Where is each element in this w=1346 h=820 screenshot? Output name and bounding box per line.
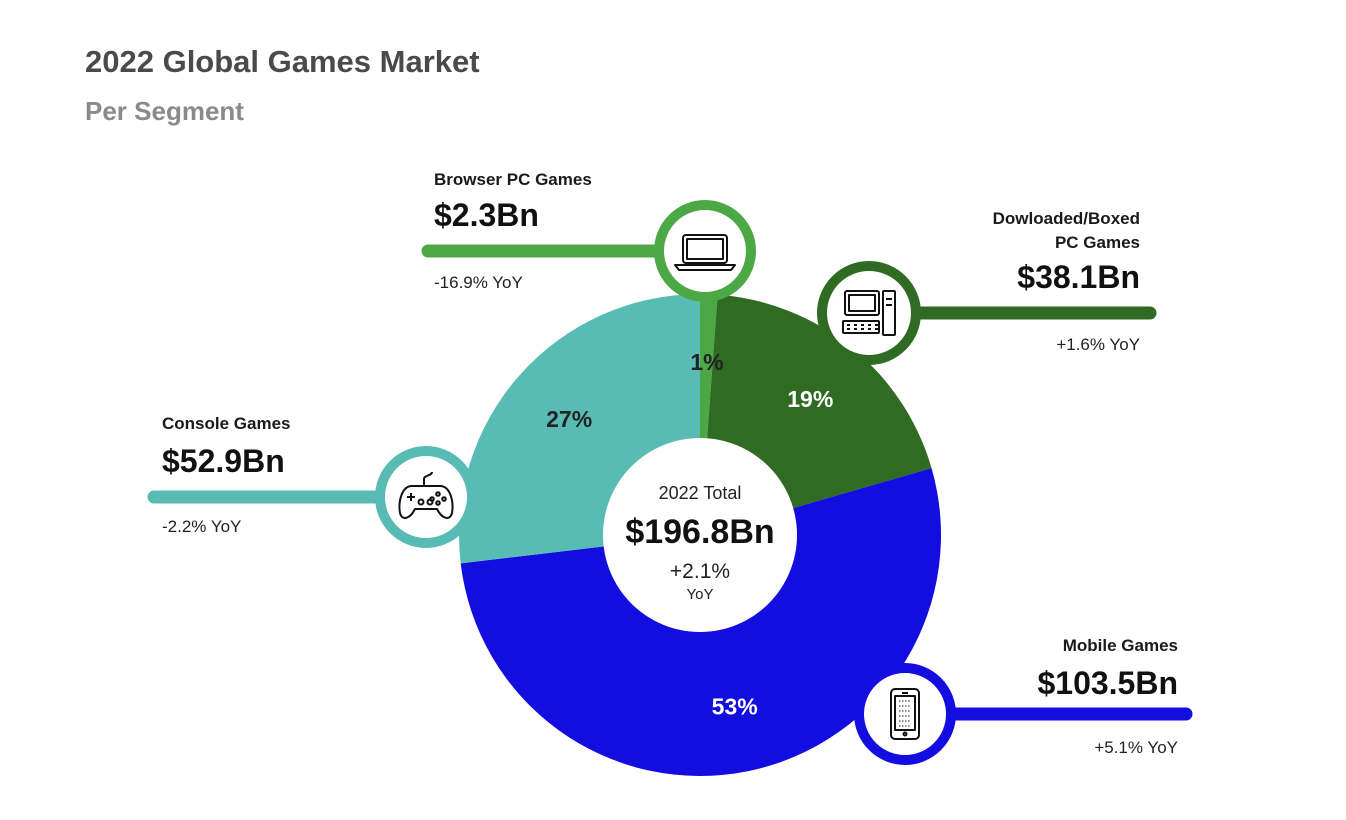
smartphone-icon [890,688,920,740]
callout-browser: Browser PC Games $2.3Bn -16.9% YoY [421,170,756,330]
segment-value-browser: $2.3Bn [434,197,539,233]
desktop-computer-icon [842,290,896,336]
icon-ring-downloaded [817,261,921,365]
callout-console: Console Games $52.9Bn -2.2% YoY [147,414,477,548]
chart-subtitle: Per Segment [85,96,244,126]
segment-callouts: Browser PC Games $2.3Bn -16.9% YoY Dowloade… [147,170,1193,765]
icon-ring-browser [654,200,756,302]
gamepad-icon [398,471,454,519]
segment-yoy-mobile: +5.1% YoY [1094,738,1178,757]
segment-title-downloaded: PC Games [1055,233,1140,252]
center-total-value: $196.8Bn [625,513,774,551]
segment-yoy-downloaded: +1.6% YoY [1056,335,1140,354]
center-total-yoy-unit: YoY [687,586,714,603]
pct-label-console: 27% [546,406,592,432]
chart-title: 2022 Global Games Market [85,44,480,79]
pct-label-mobile: 53% [712,694,758,720]
segment-title-mobile: Mobile Games [1063,636,1178,655]
callout-mobile: Mobile Games $103.5Bn +5.1% YoY [854,636,1193,765]
segment-value-downloaded: $38.1Bn [1017,259,1140,295]
pct-label-downloaded: 19% [787,386,833,412]
pct-label-browser: 1% [690,349,723,375]
icon-ring-mobile [854,663,956,765]
segment-title-browser: Browser PC Games [434,170,592,189]
segment-yoy-console: -2.2% YoY [162,517,241,536]
segment-yoy-browser: -16.9% YoY [434,273,523,292]
center-total-label: 2022 Total [659,483,742,503]
center-hole [603,438,797,632]
center-total-yoy: +2.1% [670,560,730,583]
callout-downloaded: Dowloaded/Boxed PC Games $38.1Bn +1.6% YoY [817,209,1157,365]
segment-title-console: Console Games [162,414,291,433]
icon-ring-console [375,446,477,548]
segment-value-console: $52.9Bn [162,443,285,479]
laptop-icon [674,234,736,271]
segment-title-downloaded: Dowloaded/Boxed [993,209,1140,228]
segment-value-mobile: $103.5Bn [1037,665,1178,701]
percent-labels: 1% 19% 53% 27% [546,349,833,720]
